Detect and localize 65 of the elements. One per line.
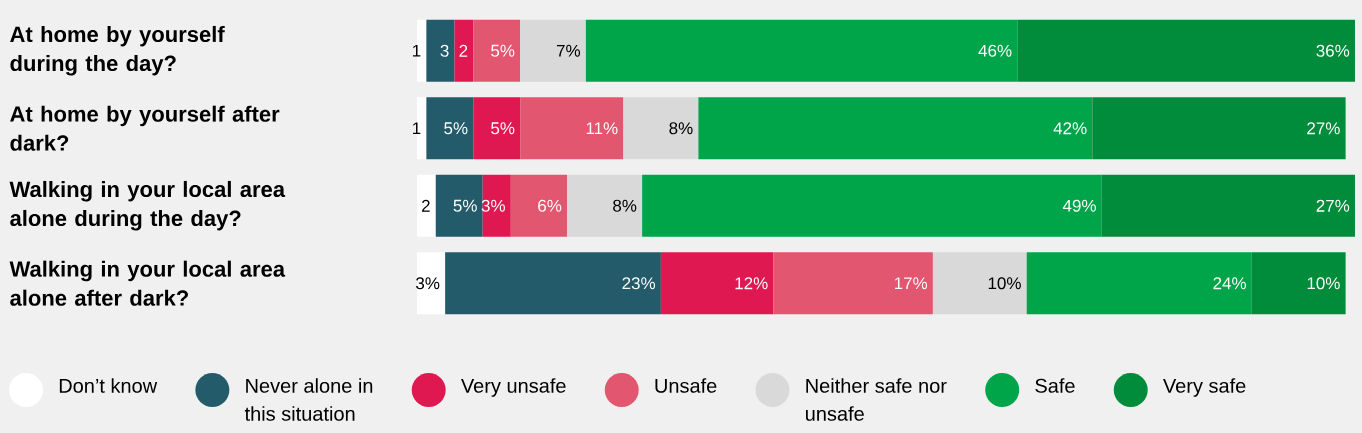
bar <box>454 19 474 82</box>
data-label: 8% <box>669 122 693 135</box>
bar <box>417 252 446 315</box>
data-label: 46% <box>978 44 1012 57</box>
data-label: 2 <box>421 199 430 212</box>
y-tick-label: Walking in your local area alone during the day? <box>9 180 286 231</box>
bar <box>660 252 774 315</box>
data-label: 5% <box>453 199 477 212</box>
bar <box>773 252 933 315</box>
bar <box>473 19 521 82</box>
data-label: 3% <box>481 199 505 212</box>
bar <box>1251 252 1346 315</box>
data-label: 42% <box>1053 122 1087 135</box>
bar <box>1017 19 1355 82</box>
bar <box>445 252 661 315</box>
data-label: 49% <box>1062 199 1096 212</box>
legend-label: Never alone in this situation <box>244 378 373 421</box>
data-label: 7% <box>556 44 581 57</box>
data-label: 12% <box>735 277 768 290</box>
data-label: 27% <box>1307 122 1340 135</box>
data-label: 5% <box>491 122 515 135</box>
data-label: 10% <box>988 277 1021 290</box>
bar <box>1026 252 1252 315</box>
bar <box>473 97 521 160</box>
data-label: 3 <box>440 44 449 57</box>
bar <box>426 19 455 82</box>
data-label: 5% <box>444 122 468 135</box>
bar <box>567 174 643 237</box>
data-label: 5% <box>491 44 515 57</box>
data-label: 1 <box>413 44 421 57</box>
legend-label: Don’t know <box>59 378 158 393</box>
bar <box>426 97 474 160</box>
data-label: 8% <box>613 199 637 212</box>
bar <box>698 97 1093 160</box>
data-label: 11% <box>586 122 618 135</box>
data-label: 10% <box>1307 277 1340 290</box>
bar <box>585 19 1018 82</box>
bar <box>482 174 511 237</box>
legend-label: Unsafe <box>655 378 717 393</box>
y-tick-label: At home by yourself during the day? <box>10 25 225 76</box>
data-label: 23% <box>622 277 656 290</box>
data-label: 36% <box>1316 44 1350 57</box>
data-label: 1 <box>413 122 421 135</box>
bar <box>510 174 568 237</box>
data-label: 24% <box>1213 277 1246 290</box>
bar <box>435 174 483 237</box>
legend-label: Safe <box>1035 378 1075 393</box>
bar <box>520 19 586 82</box>
bar <box>932 252 1027 315</box>
bar <box>642 174 1102 237</box>
bar <box>1101 174 1355 237</box>
bar <box>1092 97 1346 160</box>
legend-label: Very safe <box>1163 378 1246 397</box>
legend-label: Very unsafe <box>461 378 566 397</box>
data-label: 2 <box>459 44 468 57</box>
y-tick-label: Walking in your local area alone after dark? <box>9 260 286 306</box>
bar <box>520 97 624 160</box>
data-label: 27% <box>1316 199 1350 212</box>
bar <box>417 174 436 237</box>
legend-label: Neither safe nor unsafe <box>806 378 947 421</box>
data-label: 17% <box>894 277 928 290</box>
y-tick-label: At home by yourself after dark? <box>10 105 280 151</box>
bar <box>623 97 699 160</box>
data-label: 3% <box>416 277 440 290</box>
data-label: 6% <box>538 199 562 212</box>
